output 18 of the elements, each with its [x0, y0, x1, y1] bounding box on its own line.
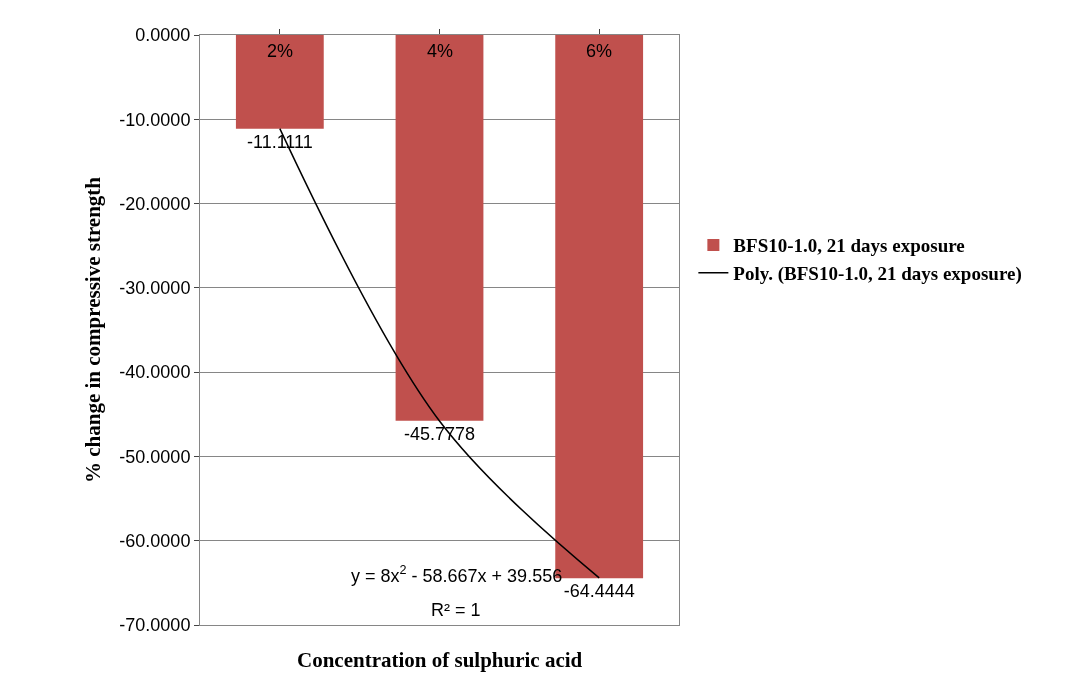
legend-label: Poly. (BFS10-1.0, 21 days exposure)	[733, 263, 1022, 286]
y-tick-label: -10.0000	[119, 109, 191, 130]
y-tick-label: -20.0000	[119, 193, 191, 214]
legend-label: BFS10-1.0, 21 days exposure	[733, 235, 965, 257]
x-axis-title: Concentration of sulphuric acid	[297, 648, 583, 672]
y-tick-label: 0.0000	[135, 25, 191, 46]
y-tick-label: -40.0000	[119, 362, 191, 383]
y-tick-label: -50.0000	[119, 446, 191, 467]
annotation: R² = 1	[431, 600, 481, 620]
x-tick-label: 2%	[267, 41, 294, 61]
y-tick-label: -60.0000	[119, 531, 191, 552]
annotation: y = 8x$^{2}$ - 58.667x + 39.556	[351, 563, 563, 586]
data-label: -64.4444	[563, 581, 635, 602]
x-tick-label: 6%	[586, 41, 613, 61]
x-tick-label: 4%	[427, 41, 454, 61]
y-axis-title: % change in compressive strength	[81, 176, 106, 484]
y-tick-label: -30.0000	[119, 278, 191, 299]
y-tick-label: -70.0000	[119, 615, 191, 636]
